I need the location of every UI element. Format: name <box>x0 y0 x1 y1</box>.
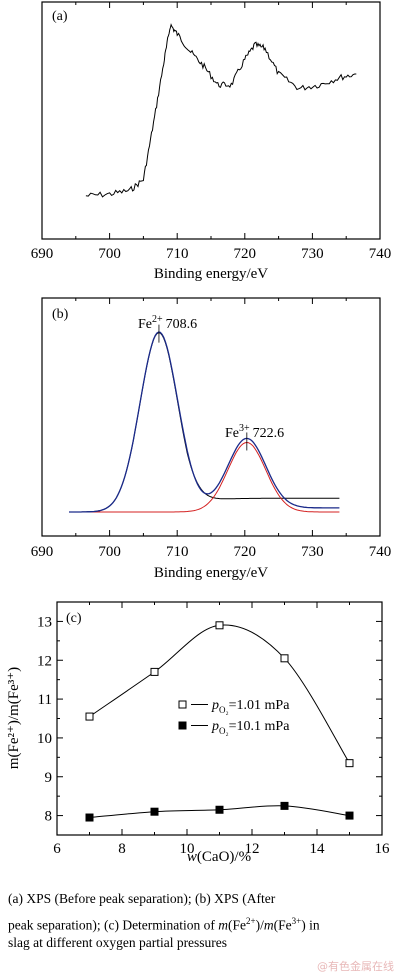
legend-text-1: pO₂=1.01 mPa <box>211 698 290 715</box>
plot-frame-c <box>56 601 383 836</box>
caption-fe1: (Fe <box>228 917 247 933</box>
y-tick-label: 13 <box>37 614 52 630</box>
caption-fe2: (Fe <box>273 917 292 933</box>
x-tick-label: 700 <box>98 544 121 560</box>
legend-text-2: pO₂=10.1 mPa <box>211 719 290 736</box>
x-tick-label: 740 <box>369 544 392 560</box>
data-point-open-square <box>280 654 289 663</box>
x-tick-label: 690 <box>31 246 54 262</box>
fe3-fit-curve <box>69 441 340 513</box>
x-tick-label: 16 <box>375 841 391 857</box>
xps-spectrum-line-a <box>85 23 357 198</box>
x-tick-label: 10 <box>180 841 195 857</box>
fe2-value: 708.6 <box>166 317 198 332</box>
x-tick-label: 720 <box>234 246 257 262</box>
x-tick-label: 12 <box>245 841 260 857</box>
chart-panel-b: (b) 690 700 710 720 730 740 Fe2+ 708.6 Fe3+ 722… <box>31 297 392 581</box>
fe3-ion: Fe <box>225 426 239 441</box>
y-tick-label: 8 <box>45 809 53 825</box>
x-tick-label: 740 <box>369 246 392 262</box>
x-tick-label: 710 <box>166 544 189 560</box>
legend: pO₂=1.01 mPa pO₂=10.1 mPa <box>178 698 290 736</box>
data-point-open-square <box>150 667 159 676</box>
data-point-open-square <box>215 621 224 630</box>
panel-label-b: (b) <box>52 307 69 322</box>
caption-line2-text: peak separation); (c) Determination of <box>8 917 219 933</box>
plot-frame-a <box>41 1 381 240</box>
y-axis-label-c: m(Fe²⁺)/m(Fe³⁺) <box>6 667 22 769</box>
fe3-charge: 3+ <box>239 423 250 434</box>
y-tick-label: 12 <box>37 653 52 669</box>
legend-1-p: p <box>211 698 219 713</box>
fe2-charge: 2+ <box>152 314 163 325</box>
x-tick-label: 700 <box>98 246 121 262</box>
x-tick-label: 6 <box>53 841 61 857</box>
chart-panel-a: (a) 690 700 710 720 730 740 Binding energy/eV <box>31 1 392 282</box>
legend-2-p: p <box>211 719 219 734</box>
figure-caption-line-2: peak separation); (c) Determination of m… <box>8 910 396 937</box>
fe3-value: 722.6 <box>253 426 285 441</box>
y-tick-label: 10 <box>37 731 52 747</box>
legend-1-sub: O₂ <box>219 705 229 715</box>
envelope-curve <box>69 331 340 513</box>
fe2-peak-annotation: Fe2+ 708.6 <box>138 314 197 332</box>
caption-end: ) in <box>301 917 320 933</box>
x-axis-label-c-rest: (CaO)/% <box>197 849 251 865</box>
x-axis-label-a: Binding energy/eV <box>154 266 268 282</box>
caption-sup1: 2+ <box>246 916 256 926</box>
y-tick-label: 11 <box>38 692 52 708</box>
x-axis-label-c-w: w <box>187 849 197 865</box>
caption-m1: m <box>218 917 229 933</box>
x-axis-label-c: w(CaO)/% <box>187 849 251 865</box>
x-tick-label: 730 <box>301 246 324 262</box>
legend-2-sub: O₂ <box>219 726 229 736</box>
y-tick-label: 9 <box>45 770 53 786</box>
data-point-filled-square <box>280 801 289 810</box>
data-point-open-square <box>85 712 94 721</box>
watermark: @有色金属在线 <box>317 960 394 973</box>
legend-2-value: =10.1 mPa <box>229 719 291 734</box>
figure-caption-line-1: (a) XPS (Before peak separation); (b) XP… <box>8 891 276 906</box>
data-point-filled-square <box>345 811 354 820</box>
x-tick-label: 730 <box>301 544 324 560</box>
x-ticks-a: 690 700 710 720 730 740 <box>31 2 392 262</box>
panel-label-a: (a) <box>52 9 68 24</box>
data-point-filled-square <box>215 805 224 814</box>
fe2-fit-curve <box>69 332 340 513</box>
x-tick-label: 690 <box>31 544 54 560</box>
fe3-peak-annotation: Fe3+ 722.6 <box>225 423 284 441</box>
legend-marker-filled-square <box>178 721 187 730</box>
fe2-ion: Fe <box>138 317 152 332</box>
caption-sup2: 3+ <box>291 916 302 926</box>
data-point-open-square <box>345 759 354 768</box>
caption-m2: m <box>263 917 274 933</box>
series-markers <box>85 621 354 822</box>
x-tick-label: 710 <box>166 246 189 262</box>
x-axis-label-b: Binding energy/eV <box>154 565 268 581</box>
data-point-filled-square <box>150 807 159 816</box>
legend-1-value: =1.01 mPa <box>229 698 291 713</box>
caption-slash: )/ <box>255 917 264 933</box>
x-tick-label: 14 <box>310 841 326 857</box>
x-tick-label: 720 <box>234 544 257 560</box>
series-line-1-01mpa <box>89 624 350 764</box>
legend-marker-open-square <box>178 700 187 709</box>
data-point-filled-square <box>85 813 94 822</box>
figure-caption-line-3: slag at different oxygen partial pressur… <box>8 935 228 950</box>
x-tick-label: 8 <box>118 841 126 857</box>
panel-label-c: (c) <box>66 611 82 626</box>
x-ticks-b: 690 700 710 720 730 740 <box>31 298 392 560</box>
